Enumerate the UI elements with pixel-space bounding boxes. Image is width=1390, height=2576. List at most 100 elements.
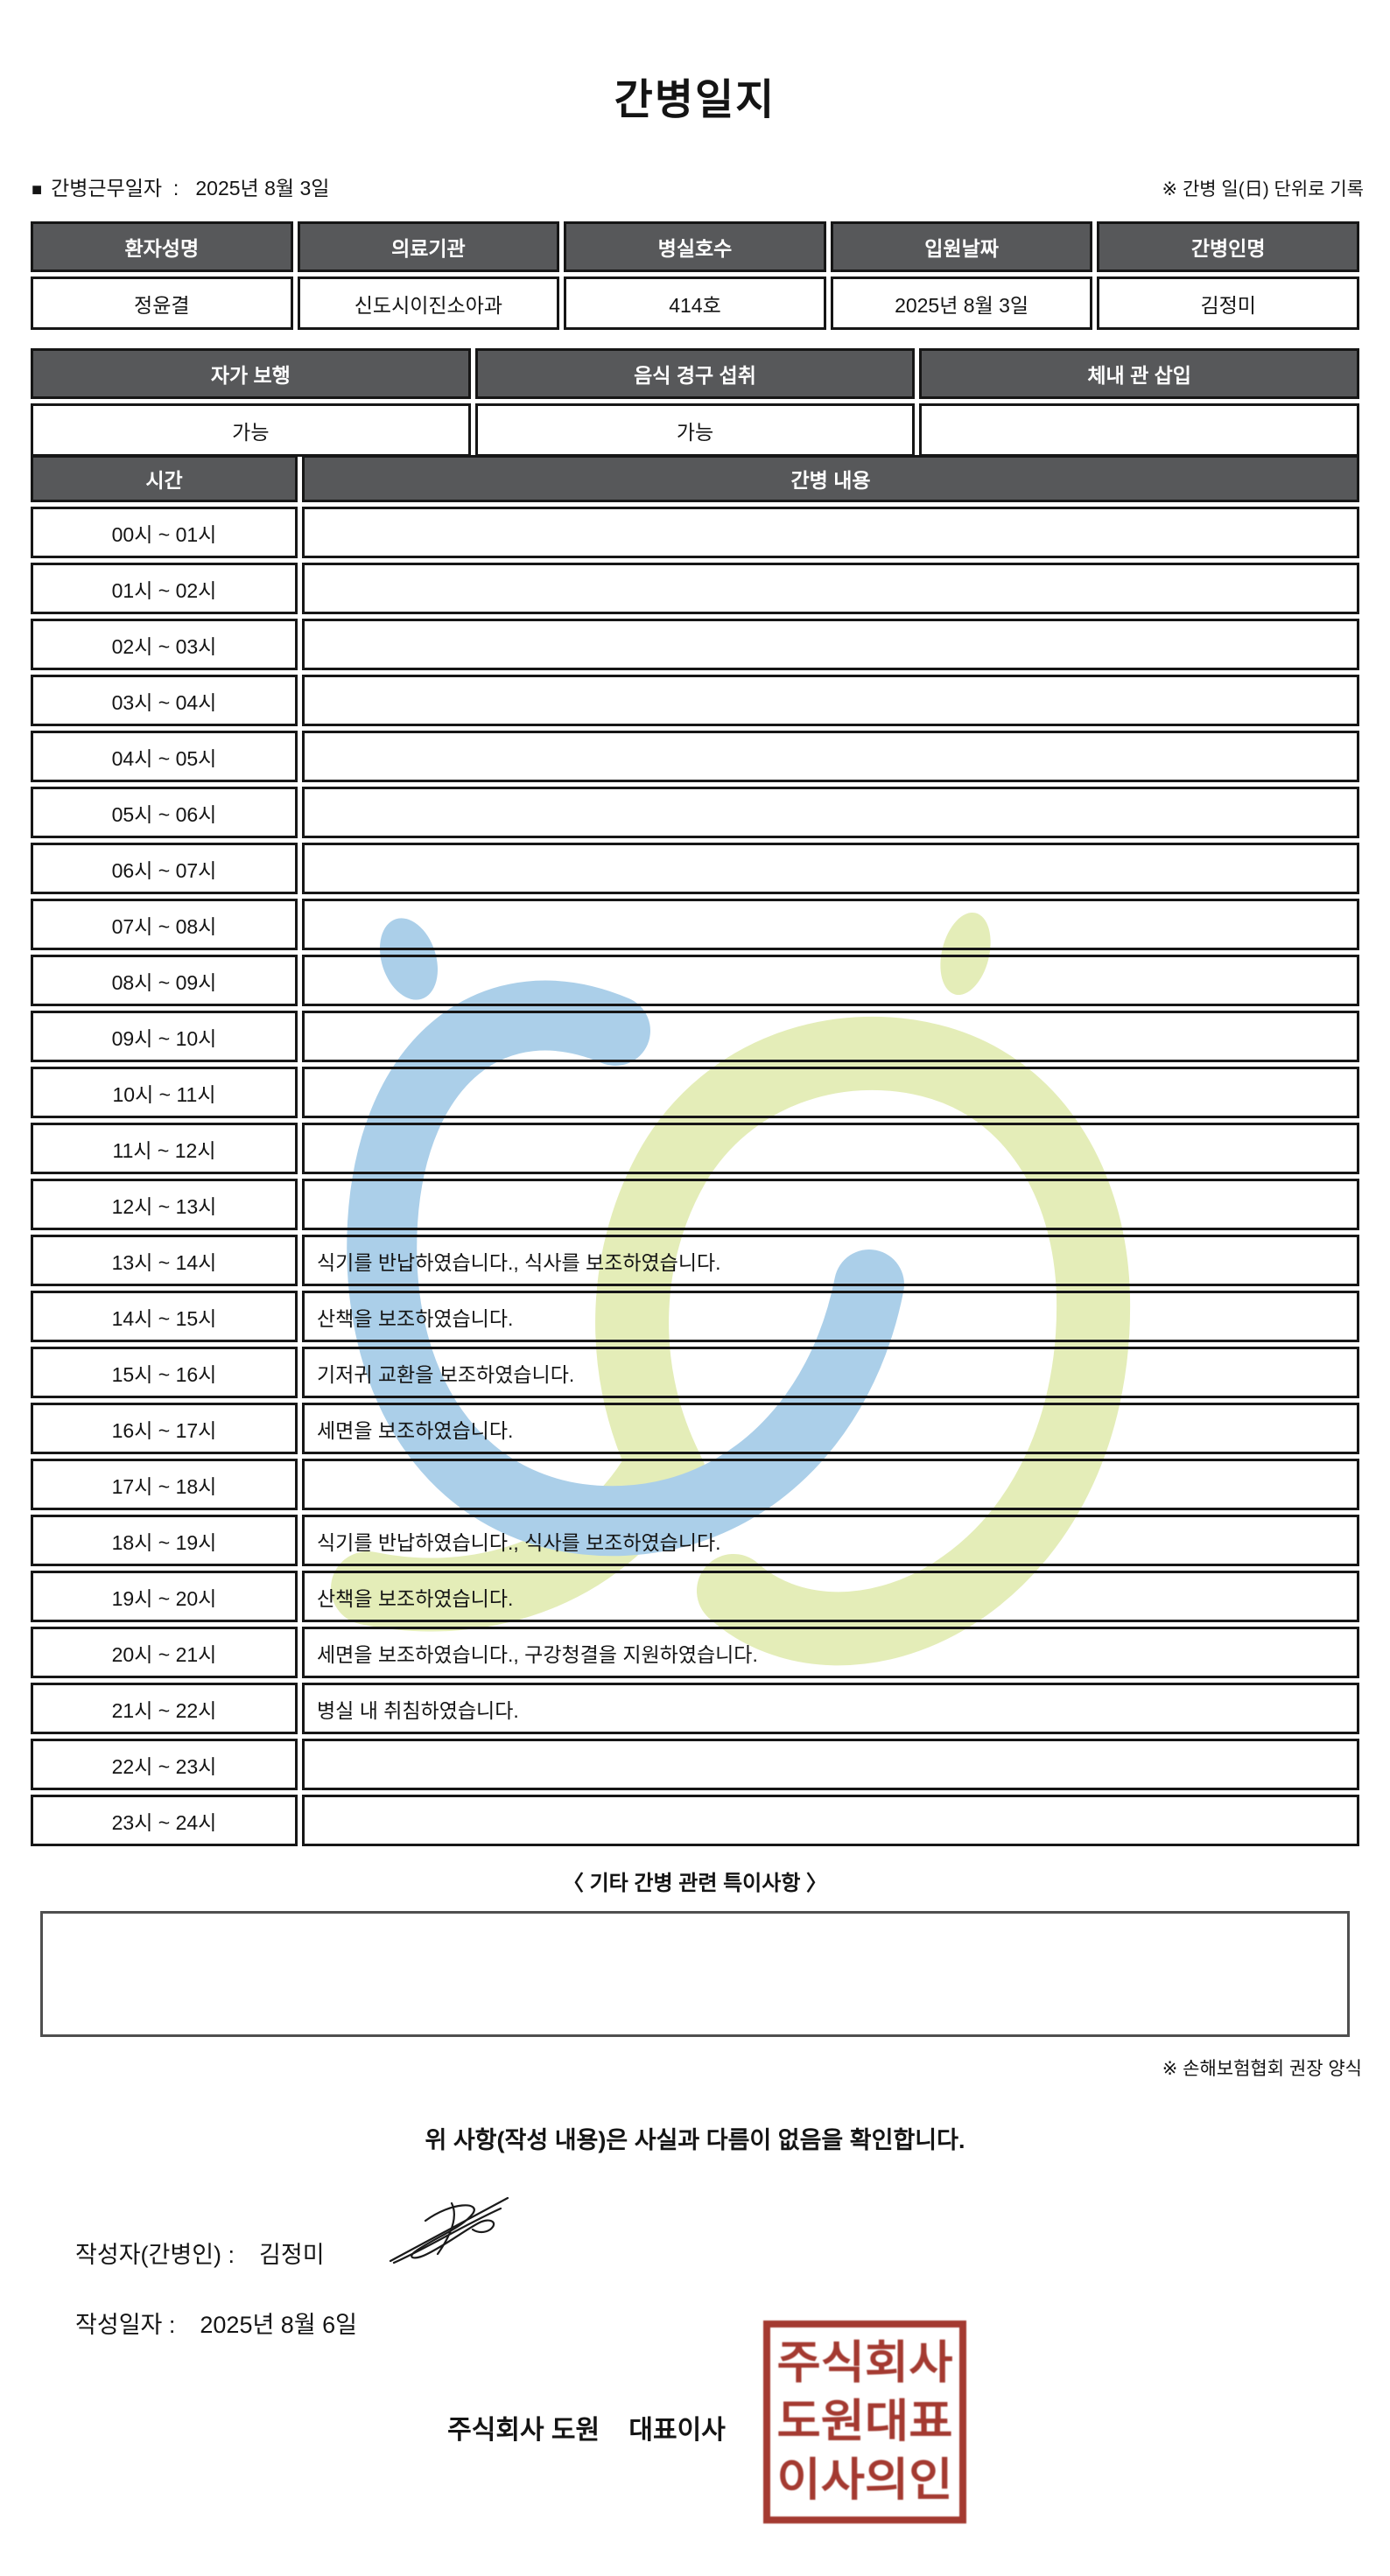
care-log-row: 09시 ~ 10시 <box>31 1011 1359 1062</box>
patient-value-cell: 김정미 <box>1097 276 1359 330</box>
status-value-cell: 가능 <box>31 403 471 457</box>
time-slot-cell: 10시 ~ 11시 <box>31 1067 298 1118</box>
time-slot-cell: 05시 ~ 06시 <box>31 787 298 838</box>
care-log-row: 21시 ~ 22시 병실 내 취침하였습니다. <box>31 1683 1359 1734</box>
status-table: 자가 보행 음식 경구 섭취 체내 관 삽입 가능 가능 <box>26 344 1364 461</box>
writer-label: 작성자(간병인) : <box>75 2242 235 2268</box>
care-content-cell <box>302 1123 1359 1174</box>
writer-name: 김정미 <box>259 2242 325 2268</box>
watermark-green-figure <box>331 912 1131 1666</box>
time-slot-cell: 18시 ~ 19시 <box>31 1515 298 1566</box>
care-log-row: 11시 ~ 12시 <box>31 1123 1359 1174</box>
time-slot-cell: 02시 ~ 03시 <box>31 619 298 670</box>
company-and-ceo-line: 주식회사 도원 대표이사 <box>447 2416 726 2445</box>
patient-info-table: 환자성명 의료기관 병실호수 입원날짜 간병인명 정윤결 신도시이진소아과 414호 2025… <box>26 217 1364 334</box>
patient-header-row: 환자성명 의료기관 병실호수 입원날짜 간병인명 <box>31 221 1359 272</box>
patient-column-header: 병실호수 <box>564 221 826 272</box>
care-log-table: 시간 간병 내용 00시 ~ 01시 01시 ~ 02시 02시 ~ 03시 03시 … <box>26 451 1364 1851</box>
patient-value-cell: 414호 <box>564 276 826 330</box>
care-content-cell: 기저귀 교환을 보조하였습니다. <box>302 1347 1359 1398</box>
care-log-row: 04시 ~ 05시 <box>31 731 1359 782</box>
stamp-row-1: 주식회사 <box>776 2338 953 2389</box>
watermark-blue-figure <box>347 918 904 1557</box>
time-slot-cell: 06시 ~ 07시 <box>31 843 298 894</box>
care-log-row: 17시 ~ 18시 <box>31 1459 1359 1510</box>
care-log-row: 03시 ~ 04시 <box>31 675 1359 726</box>
work-date-text: 간병근무일자 : 2025년 8월 3일 <box>51 177 330 200</box>
status-column-header: 음식 경구 섭취 <box>474 348 916 399</box>
care-log-row: 22시 ~ 23시 <box>31 1739 1359 1790</box>
care-log-row: 07시 ~ 08시 <box>31 899 1359 950</box>
care-log-row: 05시 ~ 06시 <box>31 787 1359 838</box>
patient-value-cell: 2025년 8월 3일 <box>830 276 1093 330</box>
care-log-row: 02시 ~ 03시 <box>31 619 1359 670</box>
square-bullet-icon: ■ <box>32 180 43 200</box>
form-standard-note: ※ 손해보험협회 권장 양식 <box>1162 2059 1362 2079</box>
meta-row: ■ 간병근무일자 : 2025년 8월 3일 ※ 간병 일(日) 단위로 기록 <box>32 172 1364 201</box>
care-content-cell <box>302 619 1359 670</box>
care-log-row: 16시 ~ 17시 세면을 보조하였습니다. <box>31 1403 1359 1454</box>
care-content-cell <box>302 1459 1359 1510</box>
care-content-cell <box>302 1067 1359 1118</box>
time-slot-cell: 15시 ~ 16시 <box>31 1347 298 1398</box>
care-log-row: 08시 ~ 09시 <box>31 955 1359 1006</box>
stamp-row-2: 도원대표 <box>776 2397 953 2447</box>
stamp-row-3: 이사의인 <box>776 2455 953 2506</box>
time-slot-cell: 13시 ~ 14시 <box>31 1235 298 1286</box>
care-log-row: 12시 ~ 13시 <box>31 1179 1359 1230</box>
care-log-row: 01시 ~ 02시 <box>31 563 1359 614</box>
care-content-cell <box>302 955 1359 1006</box>
care-log-row: 10시 ~ 11시 <box>31 1067 1359 1118</box>
care-content-cell: 세면을 보조하였습니다., 구강청결을 지원하였습니다. <box>302 1627 1359 1678</box>
time-slot-cell: 01시 ~ 02시 <box>31 563 298 614</box>
patient-column-header: 의료기관 <box>297 221 560 272</box>
unit-note: ※ 간병 일(日) 단위로 기록 <box>1162 179 1364 200</box>
status-column-header: 자가 보행 <box>31 348 471 399</box>
time-slot-cell: 09시 ~ 10시 <box>31 1011 298 1062</box>
patient-value-row: 정윤결 신도시이진소아과 414호 2025년 8월 3일 김정미 <box>31 276 1359 330</box>
status-column-header: 체내 관 삽입 <box>919 348 1359 399</box>
notes-heading: 〈 기타 간병 관련 특이사항 〉 <box>562 1872 828 1895</box>
care-content-cell <box>302 507 1359 558</box>
work-date-line: ■ 간병근무일자 : 2025년 8월 3일 <box>32 172 329 201</box>
patient-column-header: 간병인명 <box>1097 221 1359 272</box>
time-slot-cell: 17시 ~ 18시 <box>31 1459 298 1510</box>
written-date-label: 작성일자 : <box>75 2312 176 2338</box>
handwritten-signature <box>389 2196 509 2264</box>
written-date-value: 2025년 8월 6일 <box>200 2312 358 2338</box>
care-content-cell <box>302 1011 1359 1062</box>
time-slot-cell: 21시 ~ 22시 <box>31 1683 298 1734</box>
care-log-row: 20시 ~ 21시 세면을 보조하였습니다., 구강청결을 지원하였습니다. <box>31 1627 1359 1678</box>
care-content-cell <box>302 1739 1359 1790</box>
care-log-row: 13시 ~ 14시 식기를 반납하였습니다., 식사를 보조하였습니다. <box>31 1235 1359 1286</box>
care-log-row: 14시 ~ 15시 산책을 보조하였습니다. <box>31 1291 1359 1342</box>
care-log-row: 19시 ~ 20시 산책을 보조하였습니다. <box>31 1571 1359 1622</box>
corporate-seal-stamp: 주식회사 도원대표 이사의인 <box>763 2320 966 2524</box>
care-log-header-row: 시간 간병 내용 <box>31 455 1359 502</box>
care-content-cell: 식기를 반납하였습니다., 식사를 보조하였습니다. <box>302 1515 1359 1566</box>
care-log-row: 18시 ~ 19시 식기를 반납하였습니다., 식사를 보조하였습니다. <box>31 1515 1359 1566</box>
care-content-cell <box>302 1795 1359 1846</box>
writer-line: 작성자(간병인) : 김정미 <box>49 2208 325 2297</box>
care-content-cell <box>302 563 1359 614</box>
status-value-cell: 가능 <box>474 403 916 457</box>
care-content-cell <box>302 731 1359 782</box>
page-title: 간병일지 <box>614 77 776 123</box>
time-slot-cell: 22시 ~ 23시 <box>31 1739 298 1790</box>
time-slot-cell: 07시 ~ 08시 <box>31 899 298 950</box>
care-log-row: 00시 ~ 01시 <box>31 507 1359 558</box>
care-content-cell: 병실 내 취침하였습니다. <box>302 1683 1359 1734</box>
content-column-header: 간병 내용 <box>302 455 1359 502</box>
status-value-row: 가능 가능 <box>31 403 1359 457</box>
time-slot-cell: 08시 ~ 09시 <box>31 955 298 1006</box>
care-content-cell: 식기를 반납하였습니다., 식사를 보조하였습니다. <box>302 1235 1359 1286</box>
time-slot-cell: 16시 ~ 17시 <box>31 1403 298 1454</box>
confirmation-statement: 위 사항(작성 내용)은 사실과 다름이 없음을 확인합니다. <box>425 2127 965 2153</box>
patient-value-cell: 정윤결 <box>31 276 293 330</box>
time-column-header: 시간 <box>31 455 298 502</box>
status-header-row: 자가 보행 음식 경구 섭취 체내 관 삽입 <box>31 348 1359 399</box>
time-slot-cell: 03시 ~ 04시 <box>31 675 298 726</box>
time-slot-cell: 04시 ~ 05시 <box>31 731 298 782</box>
